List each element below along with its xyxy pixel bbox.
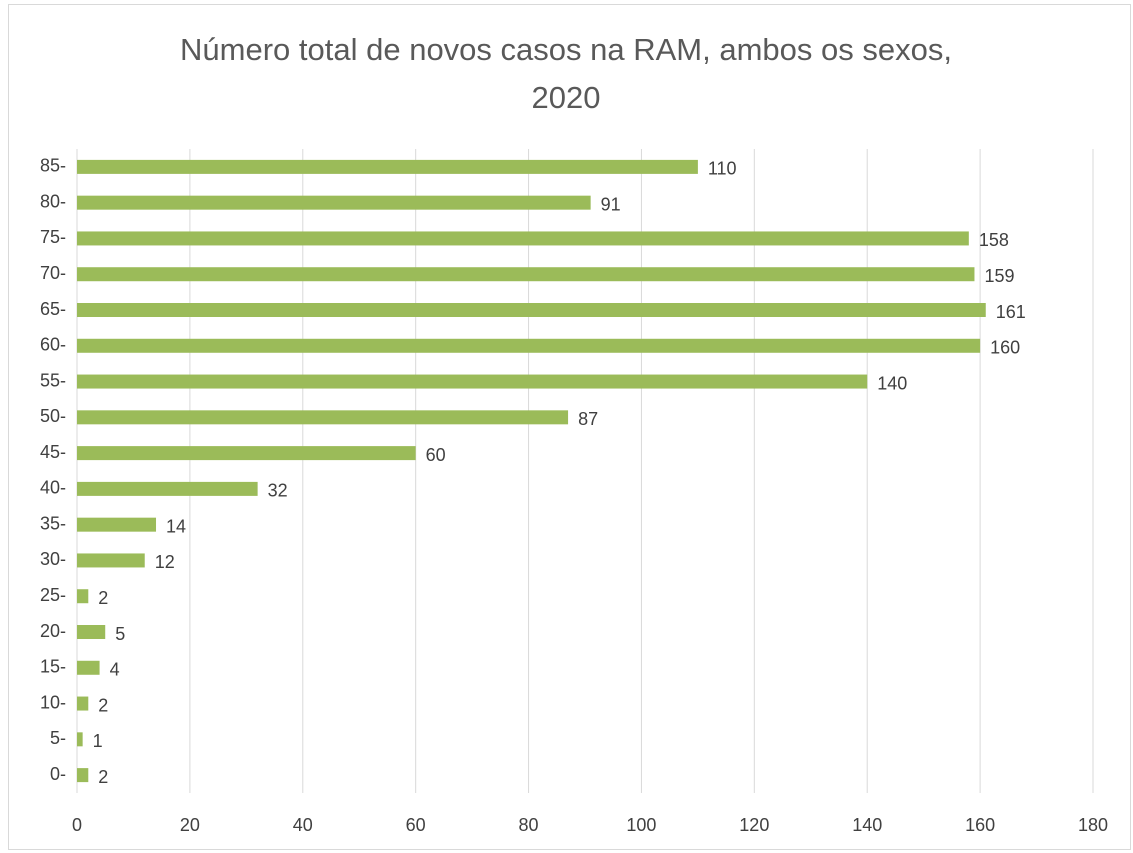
data-label: 158 (979, 230, 1009, 250)
data-label: 60 (426, 445, 446, 465)
x-tick-label: 160 (965, 815, 995, 835)
chart-title: Número total de novos casos na RAM, ambo… (180, 32, 952, 115)
x-tick-label: 40 (293, 815, 313, 835)
bar (77, 660, 100, 675)
y-tick-label: 30- (40, 549, 66, 569)
x-tick-label: 120 (739, 815, 769, 835)
x-tick-label: 180 (1078, 815, 1108, 835)
bar (77, 481, 258, 496)
data-label: 2 (98, 588, 108, 608)
data-label: 161 (996, 302, 1026, 322)
y-tick-label: 5- (50, 728, 66, 748)
y-tick-label: 70- (40, 263, 66, 283)
bar (77, 589, 89, 604)
bar (77, 159, 698, 174)
bar (77, 446, 416, 461)
y-tick-label: 85- (40, 156, 66, 176)
x-tick-label: 60 (406, 815, 426, 835)
bar (77, 517, 157, 532)
bar (77, 553, 145, 568)
bar (77, 768, 89, 783)
y-tick-label: 45- (40, 442, 66, 462)
bar (77, 625, 106, 639)
y-tick-label: 20- (40, 621, 66, 641)
x-tick-label: 0 (72, 815, 82, 835)
y-tick-label: 75- (40, 227, 66, 247)
y-tick-label: 15- (40, 657, 66, 677)
bar (77, 195, 591, 210)
y-tick-label: 10- (40, 692, 66, 712)
y-tick-label: 50- (40, 406, 66, 426)
chart-border (8, 4, 1131, 850)
y-tick-label: 60- (40, 335, 66, 355)
y-tick-label: 55- (40, 370, 66, 390)
bar (77, 696, 89, 711)
data-label: 87 (578, 409, 598, 429)
data-label: 14 (166, 516, 186, 536)
bar (77, 374, 868, 389)
y-tick-label: 25- (40, 585, 66, 605)
bar (77, 231, 969, 246)
bar (77, 338, 981, 353)
y-tick-label: 80- (40, 191, 66, 211)
data-label: 110 (708, 159, 737, 179)
data-label: 32 (268, 481, 288, 501)
data-label: 2 (98, 695, 108, 715)
bar (77, 410, 569, 425)
data-label: 91 (601, 194, 621, 214)
bar (77, 267, 975, 282)
y-tick-label: 35- (40, 513, 66, 533)
data-label: 12 (155, 552, 175, 572)
data-label: 159 (984, 266, 1014, 286)
y-tick-label: 40- (40, 478, 66, 498)
data-label: 1 (93, 731, 103, 751)
bar (77, 303, 986, 317)
y-tick-label: 0- (50, 764, 66, 784)
x-tick-label: 20 (180, 815, 200, 835)
data-label: 4 (110, 660, 120, 680)
bar (77, 732, 83, 747)
data-label: 160 (990, 338, 1020, 358)
data-label: 2 (98, 767, 108, 787)
x-tick-label: 100 (626, 815, 656, 835)
data-label: 5 (115, 624, 125, 644)
y-tick-label: 65- (40, 299, 66, 319)
data-label: 140 (877, 373, 907, 393)
x-tick-label: 80 (519, 815, 539, 835)
x-tick-label: 140 (852, 815, 882, 835)
